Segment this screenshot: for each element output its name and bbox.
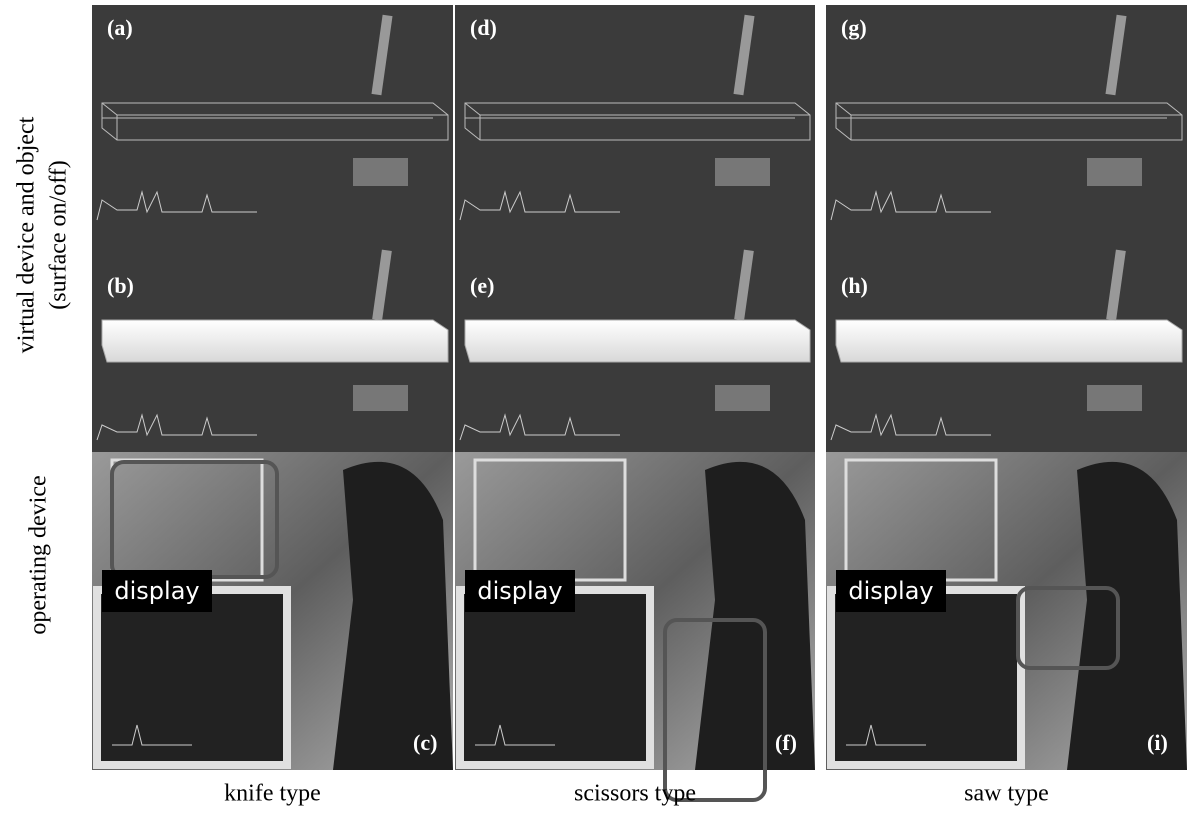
surface-object xyxy=(102,320,448,362)
panel-label: (c) xyxy=(413,730,437,755)
row-label: (surface on/off) xyxy=(46,160,72,309)
position-grid xyxy=(1087,158,1142,186)
monitor xyxy=(831,590,1021,765)
panel-label: (i) xyxy=(1147,730,1168,755)
display-label: display xyxy=(114,577,199,605)
panel-label: (e) xyxy=(470,273,494,298)
virtual-panel xyxy=(455,5,815,240)
display-label: display xyxy=(477,577,562,605)
column-label: scissors type xyxy=(574,781,696,807)
position-grid xyxy=(715,385,770,411)
surface-object xyxy=(836,320,1182,362)
row-label: virtual device and object xyxy=(14,116,40,353)
position-grid xyxy=(715,158,770,186)
surface-object xyxy=(465,320,810,362)
panel-label: (d) xyxy=(470,15,497,40)
panel-label: (g) xyxy=(841,15,867,40)
virtual-panel xyxy=(92,5,453,240)
panel-label: (a) xyxy=(107,15,133,40)
monitor xyxy=(460,590,650,765)
column-label: saw type xyxy=(964,781,1049,807)
panel-label: (f) xyxy=(775,730,797,755)
panels: display (a) (b) (c) knife type display (d) (e) (… xyxy=(92,5,1187,807)
panel-label: (b) xyxy=(107,273,134,298)
position-grid xyxy=(353,385,408,411)
position-grid xyxy=(1087,385,1142,411)
virtual-panel xyxy=(826,5,1187,240)
figure: virtual device and object (surface on/of… xyxy=(0,0,1187,812)
row-label: operating device xyxy=(26,475,52,634)
panel-label: (h) xyxy=(841,273,868,298)
position-grid xyxy=(353,158,408,186)
column-label: knife type xyxy=(224,781,321,807)
display-label: display xyxy=(848,577,933,605)
monitor xyxy=(97,590,287,765)
